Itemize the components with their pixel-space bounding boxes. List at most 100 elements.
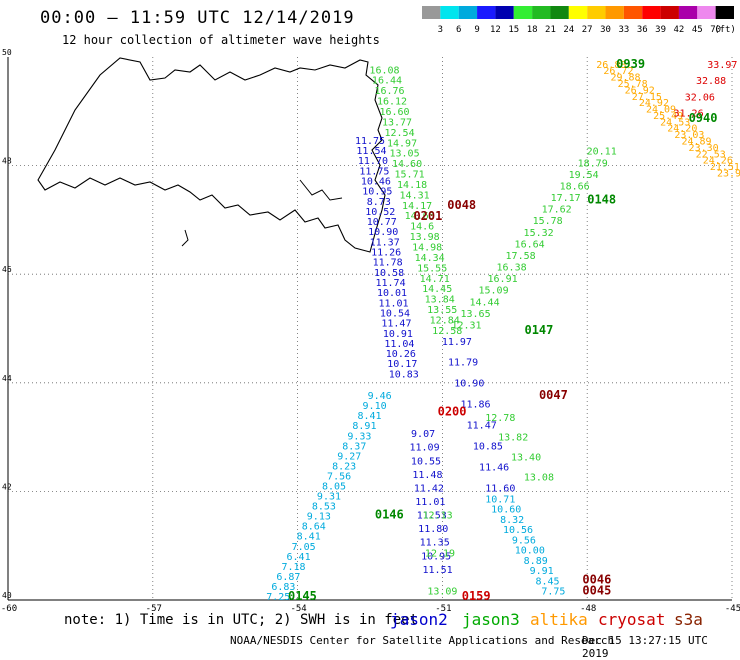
wave-height-value: 11.75: [359, 166, 389, 177]
legend-swatch: [513, 6, 533, 19]
wave-height-value: 13.09: [427, 587, 457, 598]
wave-height-value: 11.54: [356, 146, 386, 157]
pass-time-label: 0047: [539, 388, 568, 402]
legend-swatch: [660, 6, 679, 19]
pass-time-label: 0201: [413, 209, 442, 223]
wave-height-value: 12.78: [485, 413, 515, 424]
wave-height-value: 29.88: [610, 73, 640, 84]
pass-time-label: 0048: [447, 198, 476, 212]
legend-swatch: [678, 6, 698, 19]
wave-height-value: 11.60: [485, 483, 515, 494]
wave-height-value: 8.91: [352, 421, 376, 432]
legend-label: 9: [474, 25, 479, 35]
wave-height-value: 9.13: [307, 512, 331, 523]
legend-swatch: [458, 6, 478, 19]
wave-height-value: 9.46: [368, 391, 392, 402]
wave-height-value: 8.41: [297, 532, 321, 543]
coastline-path: [37, 57, 386, 253]
wave-height-value: 14.6: [410, 222, 434, 233]
wave-height-value: 11.35: [420, 538, 450, 549]
legend-swatch: [495, 6, 514, 19]
footer-credit: NOAA/NESDIS Center for Satellite Applica…: [230, 634, 615, 647]
wave-height-value: 6.83: [271, 582, 295, 593]
coastline-peninsula: [181, 229, 189, 247]
wave-height-value: 13.05: [390, 149, 420, 160]
sat-cryosat: cryosat: [598, 610, 666, 629]
wave-height-value: 10.71: [485, 494, 515, 505]
wave-height-value: 10.83: [389, 369, 419, 380]
wave-height-value: 16.91: [488, 274, 518, 285]
wave-height-value: 11.79: [448, 358, 478, 369]
wave-height-value: 32.06: [685, 92, 715, 103]
wave-height-value: 20.11: [587, 147, 617, 158]
wave-height-value: 23.03: [674, 130, 704, 141]
wave-height-value: 13.55: [427, 305, 457, 316]
wave-height-value: 11.78: [373, 258, 403, 269]
sat-altika: altika: [530, 610, 588, 629]
wave-height-value: 11.51: [423, 565, 453, 576]
wave-height-value: 13.40: [511, 453, 541, 464]
wave-height-value: 8.37: [342, 441, 366, 452]
wave-height-value: 10.90: [368, 227, 398, 238]
legend-label: 6: [456, 25, 461, 35]
wave-height-value: 15.78: [533, 216, 563, 227]
wave-height-value: 9.10: [363, 401, 387, 412]
wave-height-value: 19.54: [569, 170, 599, 181]
wave-height-value: 13.84: [425, 295, 455, 306]
wave-height-value: 12.54: [384, 128, 414, 139]
coastline-bay: [299, 179, 343, 201]
lon-tick-label: -54: [290, 604, 306, 614]
lon-tick-label: -45: [725, 604, 740, 614]
legend-label: 39: [655, 25, 666, 35]
lat-tick-label: 44: [2, 374, 12, 383]
wave-height-value: 14.60: [392, 159, 422, 170]
wave-height-value: 12.13: [423, 511, 453, 522]
wave-height-value: 25.78: [618, 79, 648, 90]
wave-height-value: 12.19: [425, 549, 455, 560]
pass-labels: 0939 0940 0148 0048 0201 0147 0047 0200 0146 0046…: [288, 57, 718, 603]
wave-height-value: 24.26: [703, 156, 733, 167]
wave-height-value: 26.72: [603, 66, 633, 77]
wave-height-value: 7.75: [541, 587, 565, 598]
wave-height-value: 8.45: [535, 576, 559, 587]
legend-label: 30: [600, 25, 611, 35]
wave-height-value: 10.01: [377, 288, 407, 299]
wave-height-value: 17.17: [551, 193, 581, 204]
wave-height-value: 31.26: [674, 109, 704, 120]
pass-time-label: 0940: [689, 111, 718, 125]
footer-timestamp: Dec 15 13:27:15 UTC 2019: [582, 634, 708, 660]
legend-label: 18: [527, 25, 538, 35]
wave-height-value: 14.45: [422, 284, 452, 295]
lat-tick-label: 46: [2, 265, 12, 274]
wave-height-value: 9.27: [337, 451, 361, 462]
wave-height-value: 21.51: [710, 162, 740, 173]
wave-height-value: 23.98: [717, 168, 740, 179]
wave-height-value: 8.32: [500, 515, 524, 526]
wave-height-value: 16.12: [377, 97, 407, 108]
wave-height-value: 10.54: [380, 308, 410, 319]
wave-height-value: 11.46: [479, 462, 509, 473]
legend-label: 24: [563, 25, 574, 35]
wave-height-value: 11.37: [370, 237, 400, 248]
wave-height-value: 11.80: [418, 524, 448, 535]
wave-height-value: 32.88: [696, 76, 726, 87]
wave-height-value: 16.44: [372, 76, 402, 87]
wave-height-value: 10.91: [383, 329, 413, 340]
pass-time-label: 0200: [438, 404, 467, 418]
wave-height-value: 8.64: [302, 522, 326, 533]
wave-height-value: 9.07: [411, 429, 435, 440]
pass-time-label: 0046: [582, 573, 611, 587]
map-grid: 50 48 46 44 42 40 -60 -57 -54 -51 -48 -45: [1, 48, 740, 614]
wave-height-value: 24.20: [667, 124, 697, 135]
wave-height-value: 9.56: [512, 535, 536, 546]
wave-height-value: 10.95: [421, 551, 451, 562]
wave-height-value: 18.66: [560, 181, 590, 192]
wave-height-value: 11.74: [376, 278, 406, 289]
wave-height-value: 14.44: [469, 297, 499, 308]
legend-swatch: [587, 6, 606, 19]
wave-height-value: 11.53: [417, 511, 447, 522]
legend-label: 12: [490, 25, 501, 35]
wave-height-value: 17.58: [506, 251, 536, 262]
legend-label: 36: [637, 25, 648, 35]
